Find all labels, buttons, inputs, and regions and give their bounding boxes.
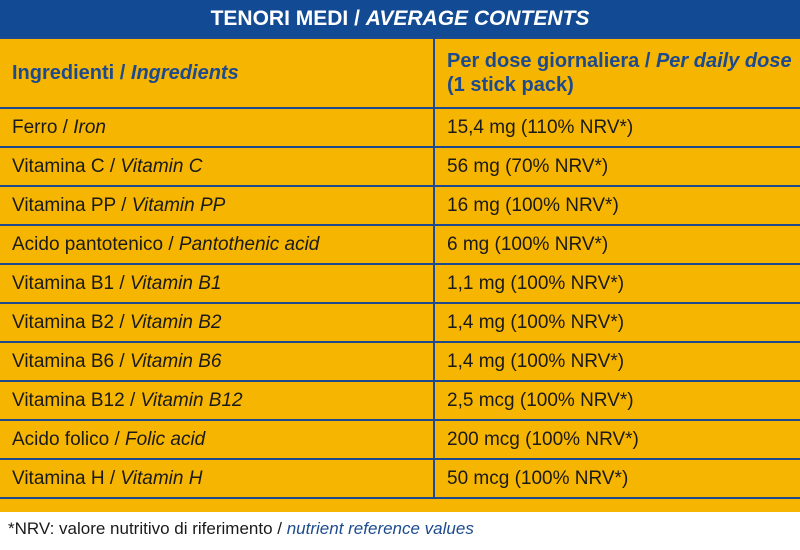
dose-cell: 50 mcg (100% NRV*) [433, 458, 800, 499]
ingredient-cell: Vitamina B12 / Vitamin B12 [0, 380, 435, 421]
contents-grid: Ingredienti / Ingredients Per dose giorn… [0, 37, 800, 499]
ingredient-cell: Ferro / Iron [0, 107, 435, 148]
title-main: TENORI MEDI / [210, 6, 360, 30]
header-row: Ingredienti / Ingredients Per dose giorn… [0, 37, 800, 109]
dose-cell: 1,1 mg (100% NRV*) [433, 263, 800, 304]
dose-cell: 1,4 mg (100% NRV*) [433, 341, 800, 382]
header-ingredients: Ingredienti / Ingredients [0, 37, 435, 109]
ingredient-cell: Vitamina B6 / Vitamin B6 [0, 341, 435, 382]
dose-cell: 6 mg (100% NRV*) [433, 224, 800, 265]
header-daily-dose: Per dose giornaliera / Per daily dose (1… [433, 37, 800, 109]
ingredient-cell: Acido pantotenico / Pantothenic acid [0, 224, 435, 265]
ingredient-cell: Vitamina PP / Vitamin PP [0, 185, 435, 226]
dose-cell: 2,5 mcg (100% NRV*) [433, 380, 800, 421]
dose-cell: 1,4 mg (100% NRV*) [433, 302, 800, 343]
footnote-main: *NRV: valore nutritivo di riferimento / [8, 519, 287, 538]
footnote: *NRV: valore nutritivo di riferimento / … [8, 519, 474, 539]
dose-cell: 16 mg (100% NRV*) [433, 185, 800, 226]
table-row: Acido folico / Folic acid 200 mcg (100% N… [0, 419, 800, 460]
table-row: Vitamina B12 / Vitamin B12 2,5 mcg (100% … [0, 380, 800, 421]
table-row: Vitamina C / Vitamin C 56 mg (70% NRV*) [0, 146, 800, 187]
ingredient-cell: Vitamina B2 / Vitamin B2 [0, 302, 435, 343]
table-row: Vitamina PP / Vitamin PP 16 mg (100% NRV*… [0, 185, 800, 226]
table-row: Vitamina B6 / Vitamin B6 1,4 mg (100% NRV… [0, 341, 800, 382]
dose-cell: 200 mcg (100% NRV*) [433, 419, 800, 460]
table-row: Vitamina B1 / Vitamin B1 1,1 mg (100% NRV… [0, 263, 800, 304]
dose-cell: 56 mg (70% NRV*) [433, 146, 800, 187]
table-title: TENORI MEDI / AVERAGE CONTENTS [0, 0, 800, 37]
ingredient-cell: Vitamina H / Vitamin H [0, 458, 435, 499]
table-row: Vitamina B2 / Vitamin B2 1,4 mg (100% NRV… [0, 302, 800, 343]
title-italic: AVERAGE CONTENTS [365, 6, 590, 30]
ingredient-cell: Acido folico / Folic acid [0, 419, 435, 460]
dose-cell: 15,4 mg (110% NRV*) [433, 107, 800, 148]
nutrition-table: TENORI MEDI / AVERAGE CONTENTS Ingredien… [0, 0, 800, 512]
ingredient-cell: Vitamina B1 / Vitamin B1 [0, 263, 435, 304]
table-row: Vitamina H / Vitamin H 50 mcg (100% NRV*) [0, 458, 800, 499]
footnote-italic: nutrient reference values [286, 519, 474, 538]
ingredient-cell: Vitamina C / Vitamin C [0, 146, 435, 187]
table-row: Ferro / Iron 15,4 mg (110% NRV*) [0, 107, 800, 148]
table-row: Acido pantotenico / Pantothenic acid 6 mg… [0, 224, 800, 265]
